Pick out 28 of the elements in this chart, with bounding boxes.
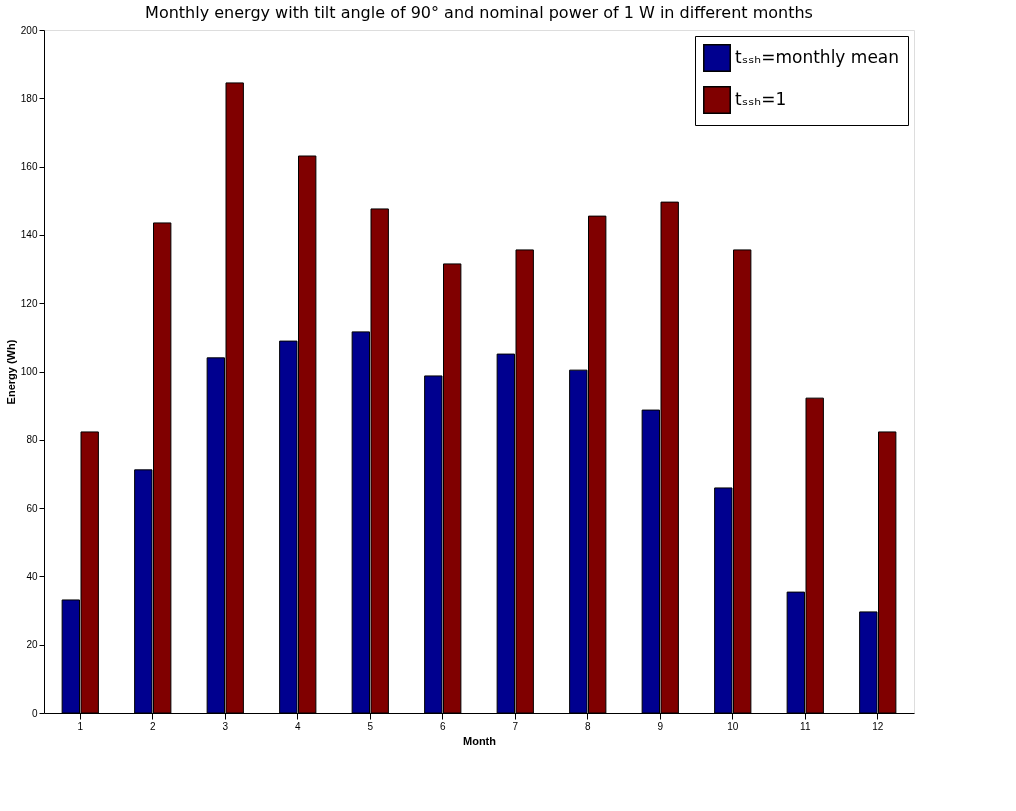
x-tick-label: 6 [439, 720, 446, 732]
x-tick-label: 8 [584, 720, 591, 732]
y-tick-label: 120 [20, 297, 38, 309]
y-tick-label: 20 [26, 639, 38, 651]
x-tick-label: 2 [149, 720, 156, 732]
y-tick-label: 160 [20, 161, 38, 173]
x-axis-title: Month [463, 734, 497, 747]
y-axis-title: Energy (Wh) [4, 339, 17, 405]
x-tick-label: 7 [512, 720, 519, 732]
y-tick-label: 0 [31, 707, 38, 719]
legend-label: tₛₛₕ=monthly mean [735, 47, 900, 67]
x-tick-label: 1 [77, 720, 84, 732]
y-tick-label: 140 [20, 229, 38, 241]
x-tick-label: 10 [727, 720, 739, 732]
x-tick-label: 12 [872, 720, 884, 732]
x-tick-label: 11 [800, 720, 811, 732]
y-tick-label: 80 [26, 434, 38, 446]
x-tick-label: 5 [367, 720, 374, 732]
x-tick-label: 4 [294, 720, 301, 732]
legend-label: tₛₛₕ=1 [735, 89, 787, 109]
y-tick-label: 180 [20, 92, 38, 104]
y-tick-label: 100 [20, 366, 38, 377]
y-tick-label: 200 [20, 24, 38, 36]
chart-title: Monthly energy with tilt angle of 90° and nominal power of 1 W in different months [145, 3, 813, 22]
x-tick-label: 3 [222, 720, 229, 732]
y-tick-label: 60 [26, 502, 38, 514]
y-tick-label: 40 [26, 570, 38, 582]
x-tick-label: 9 [657, 720, 664, 732]
